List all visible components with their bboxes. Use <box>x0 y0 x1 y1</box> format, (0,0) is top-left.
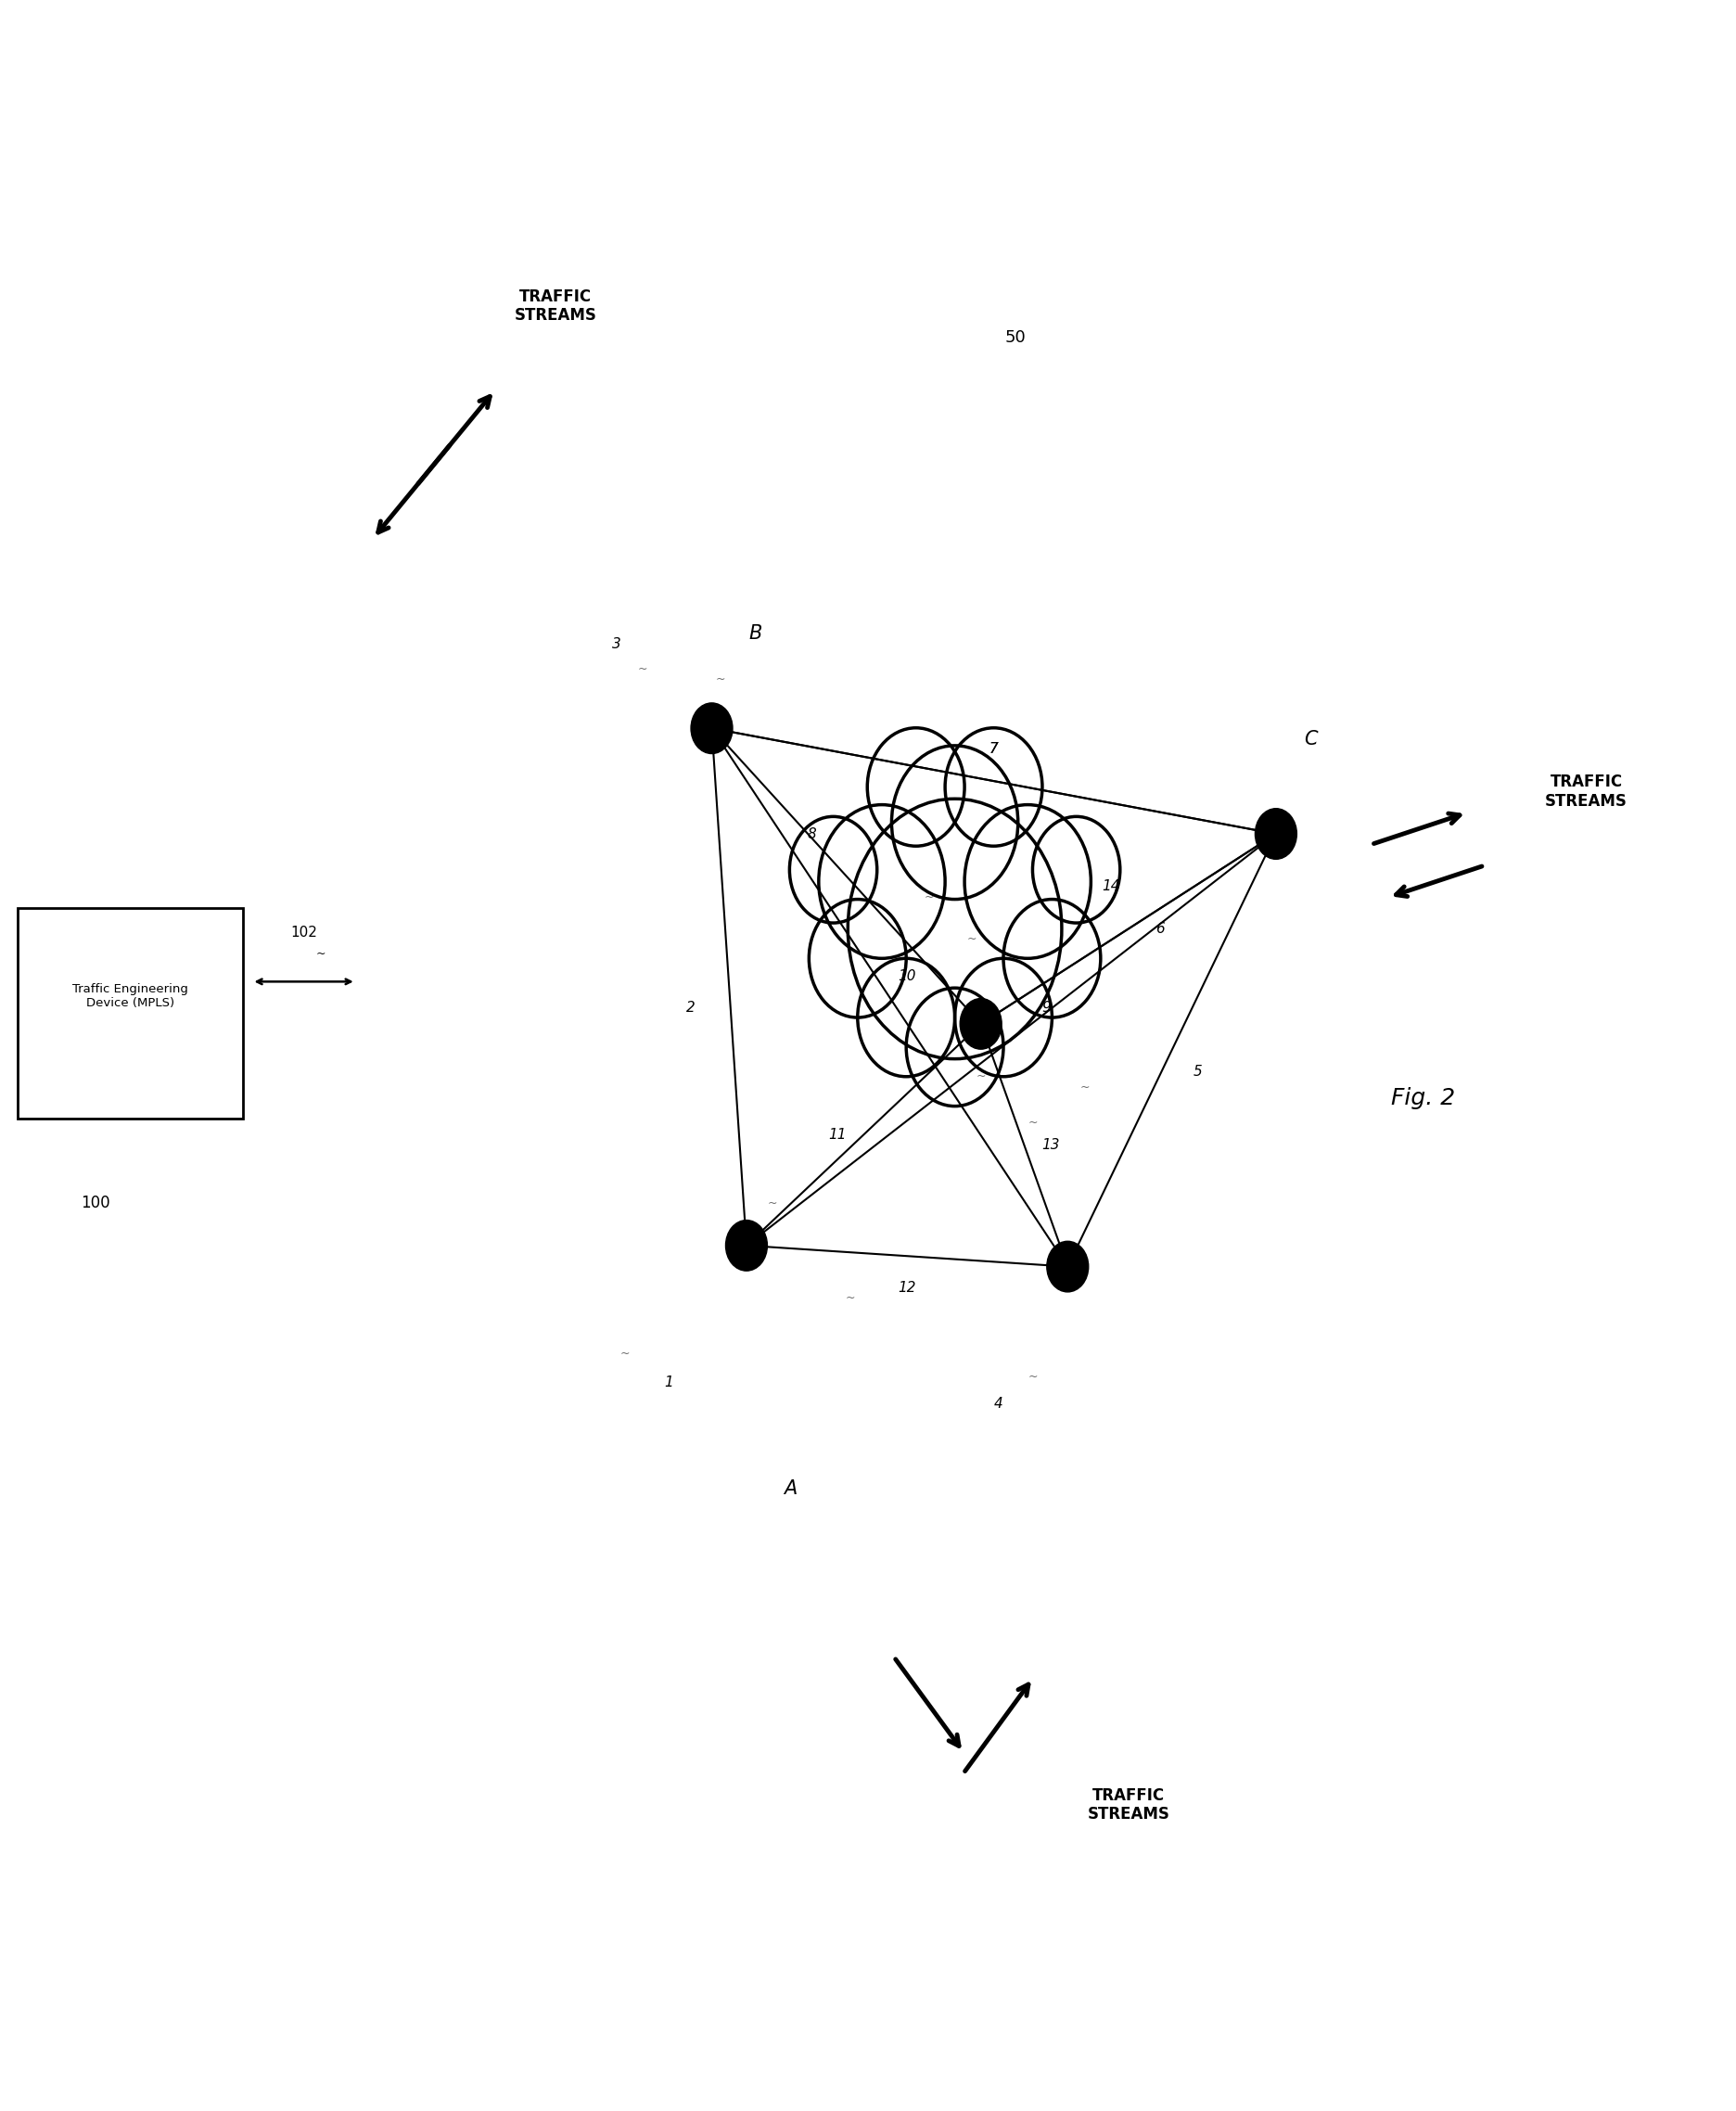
Circle shape <box>944 728 1042 847</box>
Circle shape <box>892 745 1017 899</box>
Circle shape <box>790 817 877 923</box>
Circle shape <box>960 999 1002 1049</box>
Circle shape <box>965 804 1090 958</box>
Circle shape <box>847 798 1062 1060</box>
Circle shape <box>1033 817 1120 923</box>
Circle shape <box>819 804 944 958</box>
Text: ~: ~ <box>924 891 934 904</box>
Text: TRAFFIC
STREAMS: TRAFFIC STREAMS <box>1545 773 1627 811</box>
Text: 14: 14 <box>1102 880 1120 893</box>
Text: 100: 100 <box>82 1195 109 1212</box>
Circle shape <box>1003 899 1101 1018</box>
Text: 1: 1 <box>663 1376 674 1389</box>
Circle shape <box>868 728 965 847</box>
Text: ~: ~ <box>976 1070 986 1083</box>
Text: 50: 50 <box>1005 329 1026 346</box>
Text: A: A <box>783 1480 797 1497</box>
Circle shape <box>906 988 1003 1106</box>
Text: ~: ~ <box>767 1197 778 1210</box>
Circle shape <box>691 703 733 754</box>
Text: 8: 8 <box>807 828 816 840</box>
Text: TRAFFIC
STREAMS: TRAFFIC STREAMS <box>514 287 597 325</box>
Circle shape <box>1047 1241 1088 1292</box>
Text: 5: 5 <box>1193 1064 1203 1079</box>
Text: 13: 13 <box>1042 1138 1059 1153</box>
Text: ~: ~ <box>967 933 977 946</box>
Text: ~: ~ <box>620 1347 630 1359</box>
Circle shape <box>726 1220 767 1271</box>
Text: 3: 3 <box>611 638 621 650</box>
Text: ~: ~ <box>1080 1081 1090 1093</box>
Text: ~: ~ <box>845 1292 856 1305</box>
Text: TRAFFIC
STREAMS: TRAFFIC STREAMS <box>1087 1786 1170 1824</box>
Text: ~: ~ <box>316 948 326 961</box>
Text: 6: 6 <box>1154 923 1165 935</box>
Text: 2: 2 <box>686 1001 696 1015</box>
Text: Fig. 2: Fig. 2 <box>1392 1087 1455 1108</box>
Text: B: B <box>748 625 762 642</box>
FancyBboxPatch shape <box>17 908 243 1119</box>
Circle shape <box>858 958 955 1077</box>
Circle shape <box>809 899 906 1018</box>
Text: 10: 10 <box>898 969 917 984</box>
Text: 11: 11 <box>828 1127 847 1142</box>
Text: ~: ~ <box>637 663 648 676</box>
Circle shape <box>1255 809 1297 859</box>
Text: C: C <box>1304 730 1318 747</box>
Text: ~: ~ <box>1028 1370 1038 1383</box>
Text: 12: 12 <box>898 1281 917 1294</box>
Text: 9: 9 <box>1042 1001 1050 1015</box>
Text: 102: 102 <box>290 925 318 939</box>
Text: ~: ~ <box>1028 1117 1038 1129</box>
Text: 7: 7 <box>990 743 998 756</box>
Text: 4: 4 <box>993 1397 1003 1410</box>
Text: 7: 7 <box>990 743 998 756</box>
Circle shape <box>955 958 1052 1077</box>
Text: Traffic Engineering
Device (MPLS): Traffic Engineering Device (MPLS) <box>73 984 187 1009</box>
Text: ~: ~ <box>715 673 726 686</box>
